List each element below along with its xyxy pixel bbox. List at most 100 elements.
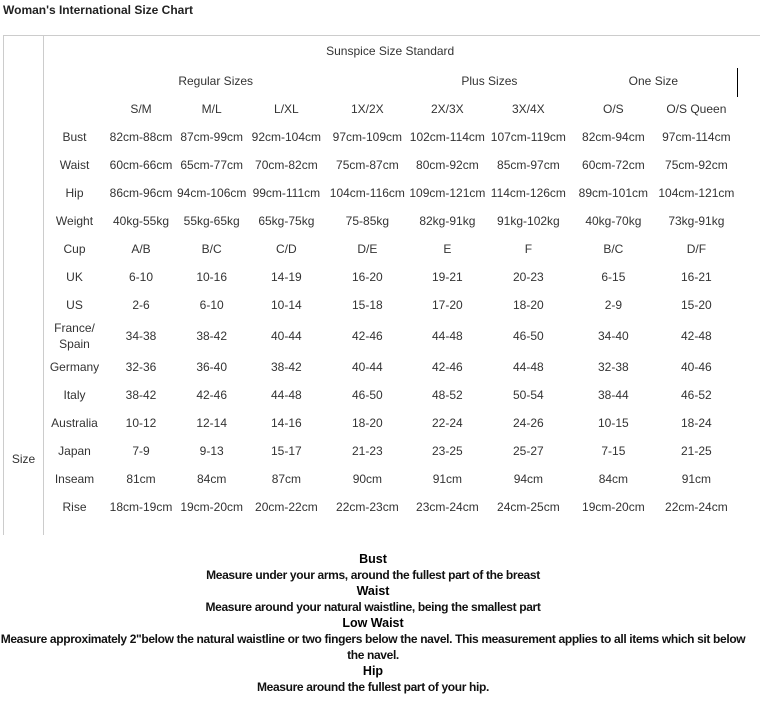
table-cell: 36-40: [196, 360, 228, 374]
note-text: Measure around your natural waistline, b…: [205, 600, 541, 614]
table-cell: 65kg-75kg: [258, 214, 315, 228]
table-cell: F: [524, 242, 533, 256]
table-row: Bust 82cm-88cm 87cm-99cm 92cm-104cm 97cm-109…: [44, 123, 736, 151]
table-cell: 81cm: [126, 472, 156, 486]
table-cell: 73kg-91kg: [668, 214, 725, 228]
table-cell: 2-9: [604, 298, 623, 312]
table-cell: 107cm-119cm: [490, 130, 566, 144]
note-text: Measure approximately 2"below the natura…: [0, 632, 746, 662]
size-header: L/XL: [274, 102, 299, 116]
note-text: Measure around the fullest part of your …: [257, 680, 489, 694]
measurement-notes: Bust Measure under your arms, around the …: [0, 551, 746, 695]
table-cell: 34-38: [125, 329, 157, 343]
table-cell: 82cm-88cm: [109, 130, 173, 144]
table-cell: 18-20: [352, 416, 383, 430]
table-cell: 20cm-22cm: [255, 500, 318, 514]
standard-header: Sunspice Size Standard: [326, 44, 455, 58]
size-header: 2X/3X: [431, 102, 464, 116]
row-label: Germany: [49, 360, 100, 374]
table-cell: 44-48: [513, 360, 544, 374]
table-cell: 7-15: [601, 444, 626, 458]
table-cell: 89cm-101cm: [578, 186, 649, 200]
table-cell: 50-54: [513, 388, 544, 402]
table-cell: 91cm: [681, 472, 712, 486]
row-label: Australia: [51, 416, 98, 430]
table-cell: 97cm-114cm: [662, 130, 731, 144]
table-cell: 38-44: [598, 388, 629, 402]
table-cell: 15-17: [271, 444, 302, 458]
table-cell: 38-42: [125, 388, 157, 402]
table-cell: 91cm: [432, 472, 463, 486]
table-row: US 2-6 6-10 10-14 15-18 17-20 18-20 2-9 15-20: [44, 291, 736, 319]
row-label: Italy: [63, 388, 86, 402]
group-plus-sizes: Plus Sizes: [461, 73, 518, 88]
table-cell: 12-14: [196, 416, 228, 430]
table-cell: 15-18: [352, 298, 383, 312]
table-divider: [43, 35, 44, 535]
size-header-row: S/M M/L L/XL 1X/2X 2X/3X 3X/4X O/S O/S Queen: [44, 95, 736, 123]
note-text: Measure under your arms, around the full…: [206, 568, 540, 582]
table-cell: 80cm-92cm: [416, 158, 479, 172]
table-cell: 18cm-19cm: [109, 500, 173, 514]
table-cell: E: [443, 242, 452, 256]
table-cell: B/C: [603, 242, 624, 256]
table-cell: 21-25: [681, 444, 712, 458]
table-cell: 55kg-65kg: [183, 214, 240, 228]
table-cell: 104cm-116cm: [329, 186, 405, 200]
table-cell: 42-46: [352, 329, 383, 343]
table-cell: 9-13: [199, 444, 224, 458]
table-cell: 44-48: [271, 388, 302, 402]
table-cell: 60cm-72cm: [582, 158, 645, 172]
table-cell: 25-27: [513, 444, 544, 458]
table-cell: 40-44: [271, 329, 302, 343]
table-row: Italy 38-42 42-46 44-48 46-50 48-52 50-54 38-44…: [44, 381, 736, 409]
table-cell: 24cm-25cm: [497, 500, 560, 514]
table-cell: 23-25: [432, 444, 463, 458]
table-cell: 65cm-77cm: [180, 158, 244, 172]
table-cell: 40-44: [352, 360, 383, 374]
table-cell: 16-20: [352, 270, 383, 284]
table-cell: 34-40: [598, 329, 629, 343]
group-regular-sizes: Regular Sizes: [178, 73, 254, 88]
note-heading: Hip: [362, 664, 384, 678]
table-cell: 14-19: [271, 270, 302, 284]
table-cell: 114cm-126cm: [490, 186, 566, 200]
table-row: Rise 18cm-19cm 19cm-20cm 20cm-22cm 22cm-23cm…: [44, 493, 736, 521]
table-cell: 38-42: [271, 360, 302, 374]
table-cell: 6-15: [601, 270, 626, 284]
table-row: Germany 32-36 36-40 38-42 40-44 42-46 44-48 32-…: [44, 353, 736, 381]
table-cell: 42-46: [196, 388, 228, 402]
table-cell: 24-26: [513, 416, 544, 430]
table-cell: D/E: [357, 242, 378, 256]
table-border-left: [3, 35, 4, 535]
table-cell: 84cm: [598, 472, 629, 486]
size-header: M/L: [201, 102, 222, 116]
table-cell: 90cm: [352, 472, 383, 486]
row-label: Hip: [65, 186, 84, 200]
table-cell: 94cm-106cm: [177, 186, 247, 200]
table-cell: A/B: [131, 242, 151, 256]
row-label: Cup: [63, 242, 86, 256]
table-cell: 10-16: [196, 270, 228, 284]
table-cell: 23cm-24cm: [416, 500, 479, 514]
table-row: Hip 86cm-96cm 94cm-106cm 99cm-111cm 104cm-11…: [44, 179, 736, 207]
table-cell: 109cm-121cm: [409, 186, 486, 200]
table-row: Australia 10-12 12-14 14-16 18-20 22-24 24-26 1…: [44, 409, 736, 437]
table-row: France/ Spain 34-38 38-42 40-44 42-46 44-48 46…: [44, 319, 736, 353]
table-cell: 32-36: [125, 360, 157, 374]
table-cell: 82cm-94cm: [582, 130, 645, 144]
row-label: Waist: [59, 158, 90, 172]
table-cell: 40-46: [681, 360, 712, 374]
table-cell: 75cm-87cm: [336, 158, 399, 172]
table-cell: 75-85kg: [345, 214, 390, 228]
table-row: Weight 40kg-55kg 55kg-65kg 65kg-75kg 75-85kg…: [44, 207, 736, 235]
row-label: UK: [66, 270, 83, 284]
note-heading: Bust: [359, 552, 387, 566]
table-cell: 87cm: [271, 472, 302, 486]
table-cell: 42-48: [681, 329, 712, 343]
column-marker-line: [737, 68, 738, 97]
table-cell: 60cm-66cm: [109, 158, 173, 172]
table-border-top: [3, 35, 760, 36]
table-row: Waist 60cm-66cm 65cm-77cm 70cm-82cm 75cm-87c…: [44, 151, 736, 179]
table-cell: 46-50: [352, 388, 383, 402]
